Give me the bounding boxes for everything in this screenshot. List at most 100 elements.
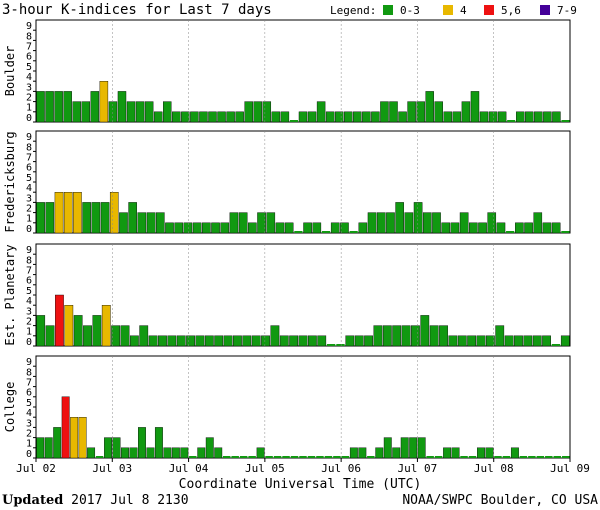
ytick-label: 2	[26, 93, 32, 104]
bar	[92, 315, 102, 347]
ytick-label: 6	[26, 388, 32, 399]
bar	[290, 456, 299, 458]
bar	[561, 120, 570, 122]
bar	[401, 325, 411, 347]
bar	[321, 231, 331, 233]
bar	[367, 456, 375, 458]
bar	[404, 212, 414, 234]
bar	[117, 91, 127, 123]
ytick-label: 2	[26, 429, 32, 440]
bar	[181, 111, 190, 123]
bar	[220, 222, 230, 234]
bar	[364, 335, 373, 347]
bar	[244, 101, 253, 123]
bar	[551, 222, 561, 234]
ytick-label: 3	[26, 193, 32, 204]
bar	[515, 111, 525, 123]
bar	[325, 111, 335, 123]
xtick-label: Jul 03	[92, 462, 132, 475]
bar	[139, 325, 149, 347]
bar	[265, 456, 273, 458]
bar	[376, 212, 386, 234]
bar	[70, 417, 79, 459]
ytick-label: 3	[26, 82, 32, 93]
bar	[217, 111, 226, 123]
bar	[389, 101, 398, 123]
bar	[239, 456, 248, 458]
bar	[242, 335, 252, 347]
bar	[172, 111, 181, 123]
bar	[148, 335, 158, 347]
bar	[45, 202, 55, 234]
bar	[129, 447, 138, 459]
bar	[358, 222, 368, 234]
ytick-label: 8	[26, 142, 32, 153]
bar	[109, 191, 119, 234]
bar	[334, 111, 344, 123]
bar	[411, 325, 420, 347]
legend-swatch-1	[443, 5, 453, 15]
bar	[307, 456, 316, 458]
ytick-label: 8	[26, 367, 32, 378]
bar	[524, 222, 533, 234]
legend-swatch-3	[540, 5, 550, 15]
ytick-label: 6	[26, 163, 32, 174]
bar	[119, 212, 128, 234]
bar	[367, 212, 377, 234]
bar	[99, 80, 109, 123]
bar	[199, 111, 208, 123]
bar	[248, 456, 256, 458]
bar	[479, 111, 489, 123]
panel-label-2: Est. Planetary	[3, 244, 17, 345]
bar	[205, 437, 214, 459]
bar	[545, 456, 553, 458]
bar	[494, 456, 502, 458]
bar	[528, 456, 536, 458]
bar	[349, 231, 358, 233]
bar	[202, 222, 211, 234]
ytick-label: 5	[26, 398, 32, 409]
bar	[467, 335, 477, 347]
panel-label-1: Fredericksburg	[3, 131, 17, 232]
ytick-label: 5	[26, 62, 32, 73]
bar	[344, 111, 353, 123]
bar	[476, 335, 486, 347]
bar	[154, 427, 163, 459]
bar	[429, 325, 439, 347]
ytick-label: 1	[26, 214, 32, 225]
ytick-label: 7	[26, 266, 32, 277]
bar	[233, 335, 242, 347]
bar	[45, 91, 54, 123]
bar	[533, 212, 543, 234]
bar	[560, 335, 570, 347]
bar	[137, 212, 147, 234]
bar	[448, 335, 458, 347]
bar	[450, 222, 460, 234]
ytick-label: 4	[26, 183, 32, 194]
ytick-label: 7	[26, 153, 32, 164]
bar	[64, 305, 74, 347]
bar	[439, 325, 448, 347]
bar	[53, 427, 62, 459]
bar	[222, 456, 231, 458]
bar	[63, 91, 72, 123]
bar	[336, 344, 345, 346]
bar	[146, 212, 156, 234]
bar	[226, 111, 235, 123]
xtick-label: Jul 05	[245, 462, 285, 475]
bar	[354, 335, 364, 347]
bar	[82, 202, 91, 234]
bar	[299, 456, 307, 458]
bar	[104, 437, 112, 459]
bar	[111, 325, 121, 347]
bar	[275, 222, 285, 234]
legend-entry-0: 0-3	[400, 4, 420, 17]
bar	[298, 335, 308, 347]
bar	[180, 447, 189, 459]
bar	[303, 222, 312, 234]
bar	[543, 111, 552, 123]
bar	[349, 447, 358, 459]
bar	[519, 456, 528, 458]
updated-label: Updated	[2, 493, 63, 508]
bar	[452, 111, 462, 123]
